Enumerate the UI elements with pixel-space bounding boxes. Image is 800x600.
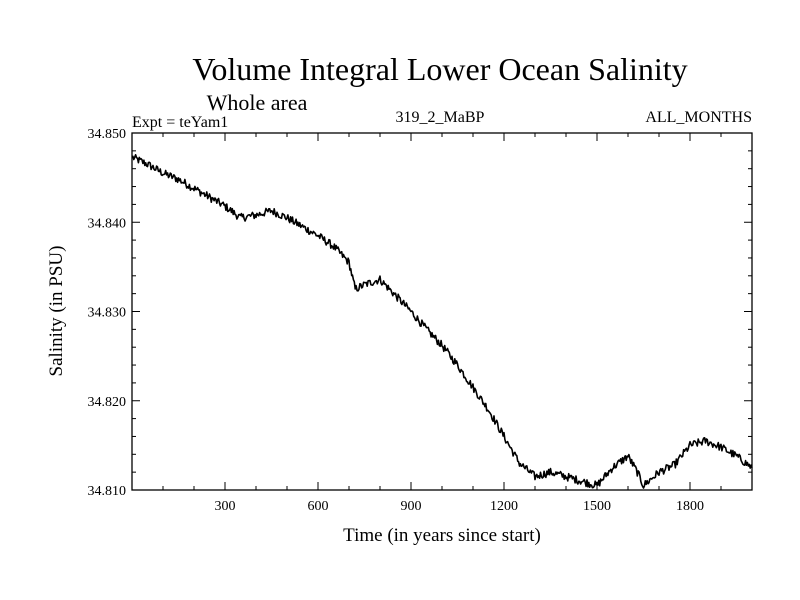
y-tick-label: 34.840 — [88, 216, 127, 231]
months-label: ALL_MONTHS — [645, 109, 752, 126]
x-tick-label: 600 — [308, 499, 329, 514]
x-tick-label: 1500 — [583, 499, 611, 514]
y-tick-label: 34.830 — [88, 306, 127, 321]
y-tick-label: 34.820 — [88, 395, 127, 410]
y-tick-label: 34.810 — [88, 484, 127, 499]
y-tick-label: 34.850 — [88, 127, 127, 142]
y-tick-labels: 34.810 34.820 34.830 34.840 34.850 — [88, 127, 127, 499]
plot-frame — [131, 132, 753, 491]
run-label: 319_2_MaBP — [396, 109, 485, 126]
x-tick-label: 900 — [401, 499, 422, 514]
x-tick-label: 1200 — [490, 499, 518, 514]
x-tick-label: 300 — [215, 499, 236, 514]
x-axis-label: Time (in years since start) — [343, 525, 541, 546]
salinity-series-line — [131, 154, 753, 489]
x-tick-labels: 300 600 900 1200 1500 1800 — [215, 499, 705, 514]
chart-title: Volume Integral Lower Ocean Salinity — [192, 51, 687, 87]
x-axis — [162, 133, 722, 490]
expt-label: Expt = teYam1 — [132, 114, 228, 131]
chart-subtitle: Whole area — [207, 90, 308, 115]
y-axis-label: Salinity (in PSU) — [46, 246, 67, 377]
y-axis — [132, 150, 752, 473]
x-tick-label: 1800 — [676, 499, 704, 514]
